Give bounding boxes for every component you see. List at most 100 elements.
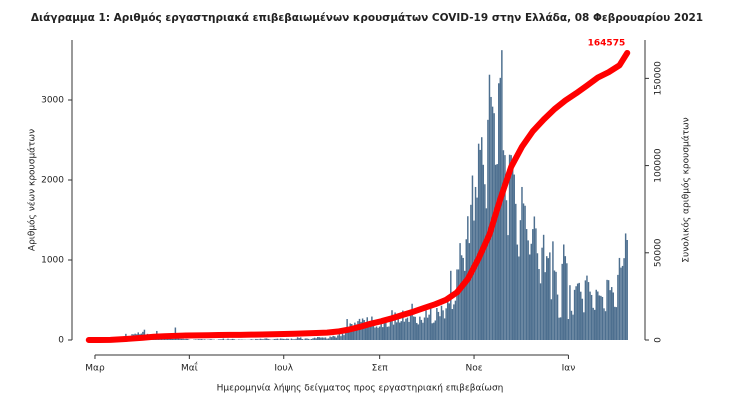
bar [170,338,172,340]
bar [416,322,418,340]
bar [378,326,381,340]
bar [233,339,235,340]
bar [450,270,452,340]
bar [583,312,585,340]
bar [287,338,290,340]
bar [566,263,568,340]
bar [428,314,430,340]
bar [525,229,528,340]
bar [423,317,426,340]
bar [609,290,611,340]
bar [626,240,628,340]
bar [330,337,333,340]
bar [179,338,181,340]
bar [445,308,447,340]
bar [437,311,440,340]
x-tick-label: Μαΐ [181,362,198,374]
bar [269,339,271,340]
bar [598,295,601,340]
bar [337,335,339,340]
bar [351,324,353,340]
bar [316,337,319,340]
bar [532,229,534,340]
bar [329,336,331,340]
bar [484,184,486,340]
bar [409,312,412,340]
bar [539,283,542,340]
bar [434,320,437,340]
y2-tick-label: 0 [654,337,664,343]
bar [352,327,355,340]
bar [406,317,409,340]
bar [281,338,283,340]
bar [440,305,443,340]
bar [391,310,393,340]
y2-tick-label: 100000 [654,148,664,183]
bar [341,333,344,340]
bar [618,257,621,340]
bar [433,322,435,340]
bar [448,303,450,340]
x-axis-title: Ημερομηνία λήψης δείγματος προς εργαστηρ… [217,384,504,394]
y-tick-label: 1000 [41,256,64,266]
bar [383,322,385,340]
bar [326,338,328,340]
bar [293,339,296,340]
bar [168,339,170,340]
bar [443,318,446,340]
bar [282,338,285,340]
bar [553,270,556,340]
y-axis-title: Αριθμός νέων κρουσμάτων [27,129,38,251]
bar [508,154,511,340]
bar [544,272,546,340]
y-tick-label: 2000 [41,176,64,186]
bar [614,306,616,340]
bar [567,319,570,340]
bar [366,317,368,340]
bar [324,337,327,340]
bar [451,309,454,340]
bar [570,310,573,340]
bar [194,339,197,340]
bar [275,338,277,340]
bar [559,317,562,340]
bar [446,299,449,340]
bar [377,327,379,340]
bar [513,174,515,340]
bar [420,319,423,340]
bar [552,241,554,340]
bar [344,330,347,340]
bar [259,338,262,340]
bar [592,307,594,340]
bar [617,274,619,340]
bar [321,337,324,340]
bar [584,280,587,340]
bar [395,322,398,340]
bar [347,330,350,340]
bar [176,337,178,340]
bar [603,308,605,340]
bar [624,233,627,340]
bar [580,291,582,340]
bar [261,339,263,340]
bar [607,280,610,340]
bar [600,295,602,340]
bar [481,137,483,340]
y2-tick-label: 50000 [654,238,664,267]
bar [374,327,376,340]
bar [399,322,401,340]
bar [620,267,622,340]
bar [463,270,466,340]
bar [558,317,560,340]
bar [363,320,365,340]
bar [555,271,557,340]
bar [610,287,613,340]
bar [533,216,536,340]
bar [612,292,614,340]
bar [488,74,491,340]
x-tick-label: Νοε [465,364,482,374]
bar [550,299,553,340]
bar [468,243,471,340]
bar [385,319,387,340]
chart-title: Διάγραμμα 1: Αριθμός εργαστηριακά επιβεβ… [31,12,703,24]
